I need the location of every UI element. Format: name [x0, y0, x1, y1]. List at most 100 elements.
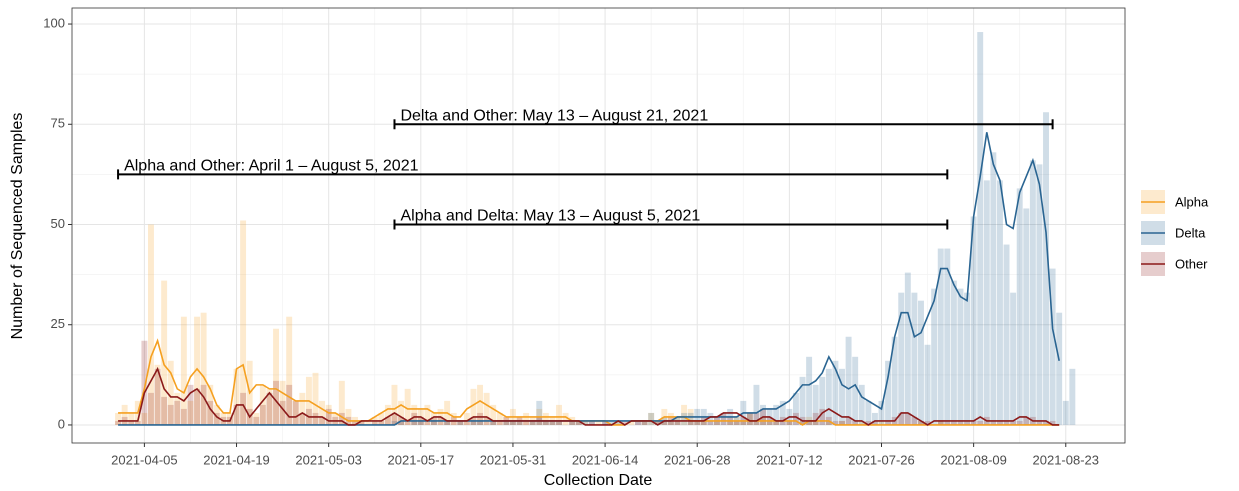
bar — [878, 420, 885, 425]
bar — [595, 420, 602, 425]
bar — [273, 380, 279, 425]
bar — [700, 420, 707, 425]
bar — [549, 420, 556, 425]
annotations: Delta and Other: May 13 – August 21, 202… — [117, 107, 1054, 230]
bar — [865, 420, 872, 425]
bar — [727, 420, 734, 425]
bar — [615, 420, 622, 425]
bar — [398, 420, 405, 425]
y-axis-title: Number of Sequenced Samples — [9, 113, 26, 340]
bar — [1069, 368, 1076, 425]
bar — [384, 416, 391, 425]
bar — [358, 420, 365, 425]
bar — [207, 384, 214, 425]
bar — [424, 404, 431, 425]
bar — [996, 180, 1003, 425]
bar — [858, 384, 865, 425]
bar — [378, 412, 385, 425]
bar — [950, 420, 957, 425]
bar — [753, 420, 760, 425]
bar — [898, 412, 905, 425]
bar — [167, 404, 174, 425]
bar — [279, 380, 286, 425]
bar — [977, 420, 984, 425]
bar — [918, 420, 924, 425]
bar — [871, 420, 878, 425]
bar — [812, 420, 819, 425]
bar — [463, 420, 470, 425]
bar — [444, 420, 451, 425]
bar — [773, 420, 780, 425]
bar — [832, 360, 839, 425]
bar — [740, 420, 747, 425]
bar — [661, 420, 668, 425]
x-tick-label: 2021-04-19 — [203, 452, 270, 467]
bar — [602, 420, 609, 425]
bar — [365, 420, 372, 425]
bar — [720, 412, 727, 425]
bar — [904, 412, 911, 425]
bar — [174, 400, 181, 425]
bar — [990, 420, 997, 425]
bar — [575, 420, 582, 425]
legend-label: Alpha — [1175, 194, 1209, 209]
bar — [792, 412, 799, 425]
bar — [338, 380, 345, 425]
bar — [292, 400, 299, 425]
bar — [187, 400, 194, 425]
bar — [180, 408, 187, 425]
bars — [115, 32, 1076, 425]
bar — [937, 420, 944, 425]
bar — [391, 384, 398, 425]
bar — [161, 280, 168, 425]
bar — [457, 420, 464, 425]
bar — [1003, 244, 1010, 425]
bar — [694, 420, 701, 425]
bar — [266, 388, 273, 425]
x-tick-label: 2021-06-28 — [664, 452, 731, 467]
bar — [970, 420, 977, 425]
bar — [964, 420, 971, 425]
bar — [983, 180, 990, 425]
annotation-label: Alpha and Delta: May 13 – August 5, 2021 — [400, 207, 700, 224]
bar — [207, 400, 214, 425]
bar — [924, 420, 931, 425]
bar — [786, 420, 793, 425]
bar — [608, 420, 615, 425]
bar — [674, 420, 681, 425]
bar — [266, 392, 273, 425]
bar — [371, 420, 378, 425]
bar — [556, 420, 562, 425]
bar — [990, 152, 997, 425]
bar — [141, 340, 148, 425]
bar — [194, 388, 201, 425]
bar — [496, 420, 503, 425]
bar — [891, 336, 898, 425]
bar — [773, 420, 780, 425]
bar — [352, 420, 358, 425]
bar — [707, 420, 714, 425]
bar — [404, 388, 411, 425]
bar — [457, 420, 464, 425]
bar — [746, 412, 753, 425]
bar — [213, 412, 220, 425]
bar — [470, 420, 477, 425]
bar — [174, 392, 181, 425]
x-tick-label: 2021-07-26 — [848, 452, 915, 467]
bar — [667, 412, 674, 425]
bar — [575, 420, 582, 425]
bar — [450, 412, 457, 425]
bar — [391, 412, 398, 425]
smoothed-line — [118, 132, 1060, 426]
bar — [944, 248, 951, 425]
bar — [523, 412, 530, 425]
bar — [516, 420, 523, 425]
bar — [806, 420, 813, 425]
bar — [253, 412, 260, 425]
bar — [1016, 420, 1023, 425]
bar — [918, 300, 924, 425]
bar — [200, 312, 207, 425]
bar — [918, 420, 924, 425]
bar — [615, 420, 622, 425]
